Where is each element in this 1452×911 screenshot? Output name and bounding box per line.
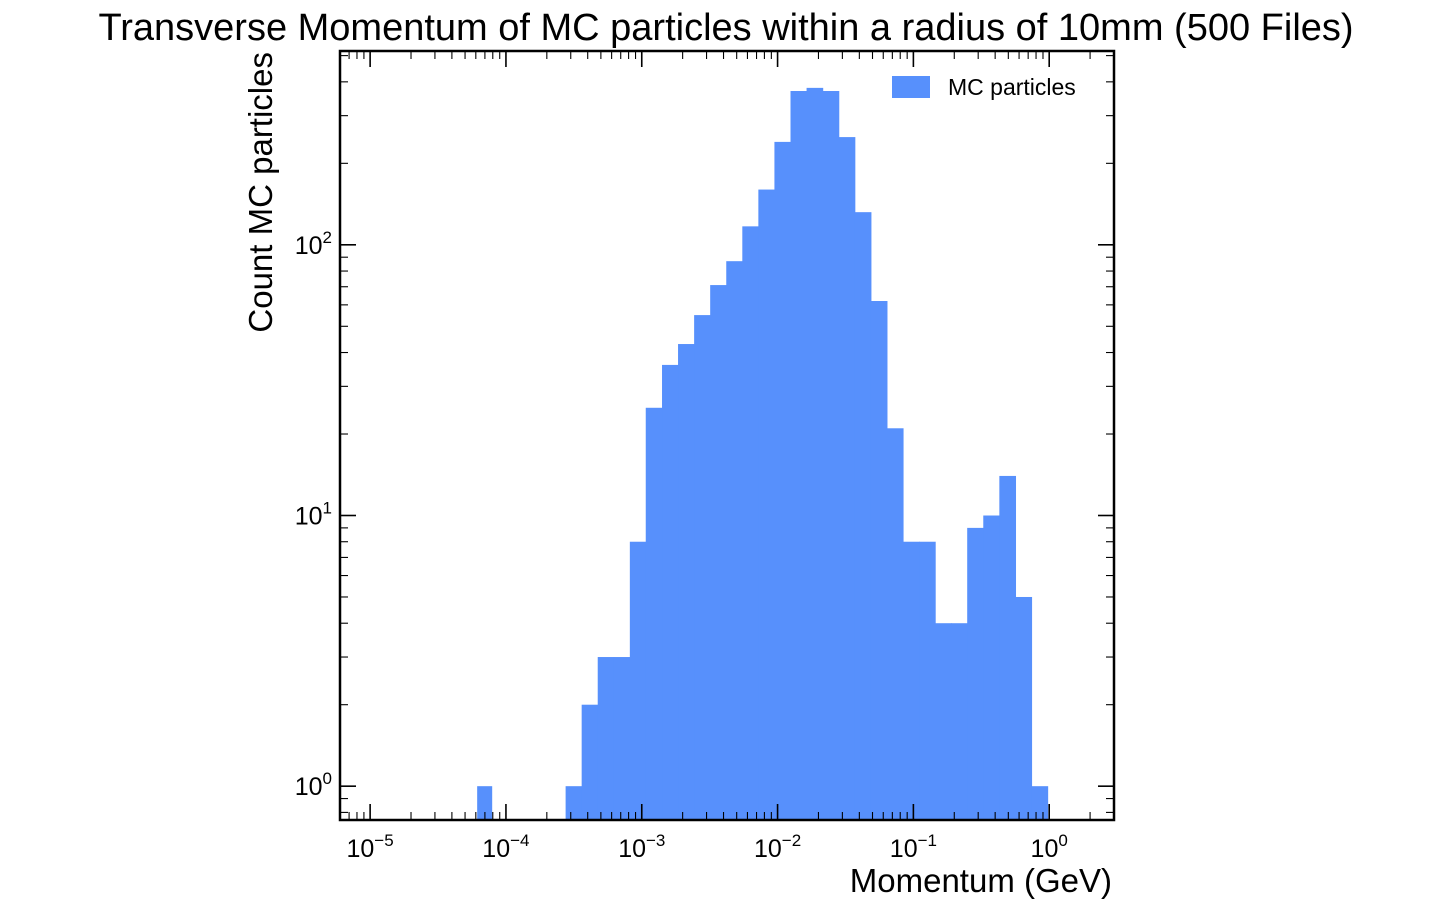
x-tick-label-3: 10−2 — [754, 831, 801, 863]
y-tick-labels: 100 101 102 — [295, 228, 332, 801]
histogram-bar-19 — [854, 212, 872, 821]
histogram-bar-21 — [886, 428, 904, 820]
histogram-bar-5 — [629, 541, 647, 820]
histogram-bar-6 — [645, 407, 663, 820]
histogram-bar-0 — [477, 786, 493, 820]
y-tick-label-1: 101 — [295, 499, 332, 531]
histogram-bar-3 — [597, 657, 615, 820]
histogram-bar-30 — [1031, 786, 1049, 820]
histogram-bar-28 — [999, 475, 1017, 820]
x-tick-label-0: 10−5 — [346, 831, 393, 863]
histogram-bar-29 — [1015, 596, 1033, 820]
histogram-bar-4 — [613, 657, 631, 820]
histogram-bar-1 — [565, 786, 583, 820]
histogram-bar-9 — [694, 315, 711, 820]
histogram-bar-13 — [758, 189, 776, 820]
histogram-bar-16 — [806, 87, 824, 821]
x-tick-label-2: 10−3 — [618, 831, 665, 863]
histogram-bar-12 — [742, 226, 759, 821]
y-tick-label-2: 102 — [295, 228, 332, 260]
histogram-bar-8 — [678, 344, 695, 820]
x-axis-label: Momentum (GeV) — [850, 862, 1112, 899]
histogram-bar-22 — [902, 541, 920, 820]
histogram-bar-20 — [870, 301, 888, 820]
histogram-bar-25 — [951, 623, 968, 820]
histogram-bar-15 — [790, 91, 808, 820]
histogram-bar-2 — [581, 704, 599, 820]
histogram-bar-27 — [983, 515, 1000, 820]
y-axis-label: Count MC particles — [242, 52, 279, 333]
histogram-bar-11 — [726, 261, 743, 820]
x-tick-label-5: 100 — [1031, 831, 1068, 863]
x-tick-label-4: 10−1 — [890, 831, 937, 863]
histogram-bar-7 — [662, 364, 679, 820]
x-tick-labels: 10−5 10−4 10−3 10−2 10−1 100 — [346, 831, 1067, 863]
histogram-bar-26 — [967, 527, 984, 820]
chart-title: Transverse Momentum of MC particles with… — [98, 7, 1353, 49]
legend: MC particles — [892, 74, 1076, 100]
histogram-bars — [477, 87, 1049, 821]
legend-label: MC particles — [948, 74, 1076, 100]
plot-frame — [338, 49, 1116, 822]
histogram-bar-23 — [919, 541, 936, 820]
histogram-bar-14 — [774, 141, 792, 820]
x-tick-label-1: 10−4 — [482, 831, 529, 863]
histogram-bar-10 — [710, 285, 727, 820]
y-tick-label-0: 100 — [295, 769, 332, 801]
axis-ticks — [339, 51, 1115, 820]
legend-swatch — [892, 76, 930, 98]
histogram-bar-18 — [838, 137, 856, 821]
histogram-bar-24 — [935, 623, 952, 820]
histogram-bar-17 — [822, 91, 840, 820]
